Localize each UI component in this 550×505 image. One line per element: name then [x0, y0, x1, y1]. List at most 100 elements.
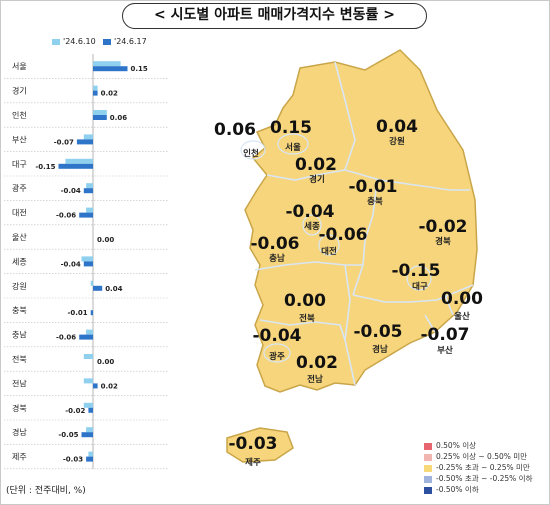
bar-prev-week [83, 402, 93, 408]
border-jeonbuk-gyeongnam [344, 264, 351, 341]
border-ulsan [444, 294, 454, 316]
data-label: 0.06 [110, 114, 127, 122]
map-value-label: -0.01 [349, 177, 398, 197]
category-label: 전북 [12, 354, 27, 364]
bar-current-week [90, 310, 93, 316]
map-region-label: 경기 [309, 174, 325, 185]
bar-prev-week [86, 329, 93, 335]
border-busan [424, 314, 436, 333]
boundary-daejeon [318, 234, 340, 256]
category-label: 서울 [12, 62, 27, 71]
bar-prev-week [93, 110, 107, 115]
data-label: 0.02 [101, 90, 118, 98]
legend-label-curr: '24.6.17 [114, 37, 147, 46]
map-region-label: 경북 [435, 236, 451, 247]
map-value-label: -0.04 [286, 202, 335, 222]
bar-current-week [93, 115, 107, 120]
category-label: 대구 [12, 160, 27, 169]
boundary-incheon [240, 140, 266, 160]
border-gangwon-south [344, 169, 470, 191]
map-value-label: -0.04 [253, 326, 302, 346]
map-legend-label-1: 0.50% 이상 [436, 441, 477, 450]
bar-current-week [93, 90, 98, 96]
bar-prev-week [83, 378, 93, 384]
map-region-label: 부산 [437, 345, 453, 356]
map-region-label: 전남 [307, 374, 323, 385]
data-label: 0.00 [97, 358, 114, 366]
bar-prev-week [86, 427, 93, 433]
category-label: 인천 [12, 110, 27, 120]
bar-current-week [58, 163, 93, 169]
border-gyeonggi-gangwon [334, 61, 356, 171]
data-label: -0.02 [65, 407, 85, 415]
bar-current-week [79, 212, 93, 218]
bar-prev-week [93, 61, 121, 67]
border-jeonbuk-jeonnam [259, 319, 346, 341]
boundary-daegu [406, 265, 432, 291]
map-value-label: -0.02 [419, 217, 468, 237]
category-label: 광주 [12, 183, 27, 193]
bar-current-week [88, 407, 93, 413]
category-label: 세종 [12, 257, 27, 266]
category-label: 대전 [12, 208, 27, 218]
map-legend-row-5: -0.50% 이하 [424, 484, 532, 495]
data-label: -0.07 [54, 138, 74, 146]
map-region-label: 광주 [269, 351, 285, 362]
data-label: 0.00 [97, 236, 114, 244]
map-region-label: 충남 [269, 253, 285, 264]
data-label: 0.15 [131, 65, 148, 73]
category-label: 충북 [12, 306, 27, 315]
map-value-label: 0.00 [441, 289, 483, 309]
border-gyeonggi-south [266, 169, 346, 181]
boundary-seoul [277, 133, 309, 155]
map-legend-swatch-5 [424, 486, 432, 494]
bar-prev-week [90, 280, 93, 286]
bar-current-week [86, 456, 93, 462]
map-region-label: 경남 [372, 344, 388, 355]
map-legend-row-1: 0.50% 이상 [424, 440, 532, 451]
bar-current-week [93, 383, 98, 389]
unit-note: (단위 : 전주대비, %) [6, 486, 86, 496]
bar-prev-week [86, 183, 93, 189]
map-legend-row-3: -0.25% 초과 ~ 0.25% 미만 [424, 462, 532, 473]
map-region-label: 울산 [454, 311, 470, 322]
data-label: -0.06 [56, 212, 76, 220]
map-legend-swatch-1 [424, 442, 432, 450]
category-label: 부산 [12, 134, 27, 144]
map-value-label: 0.00 [284, 291, 326, 311]
map-legend-label-2: 0.25% 이상 ~ 0.50% 미만 [436, 452, 528, 461]
map-region-label: 충북 [367, 196, 383, 207]
bar-chart: 서울 0.15 경기 0.02 인천 0.06 부산 -0.07 대구 -0.15 광주 -0.04 대… [4, 54, 168, 470]
map-value-label: -0.05 [354, 322, 403, 342]
border-chungbuk-gyeongbuk [352, 179, 378, 296]
map-mainland [244, 49, 478, 393]
map-legend: 0.50% 이상 0.25% 이상 ~ 0.50% 미만 -0.25% 초과 ~… [424, 440, 532, 495]
map-region-label: 전북 [299, 313, 315, 324]
bar-prev-week [83, 134, 93, 140]
map-region-label: 대전 [321, 246, 337, 257]
data-label: -0.06 [56, 334, 76, 342]
map-borders [254, 61, 474, 386]
map-city-boundaries [240, 133, 432, 363]
bar-current-week [93, 285, 103, 291]
category-label: 울산 [12, 232, 27, 242]
data-label: -0.04 [61, 187, 81, 195]
map-value-label: 0.04 [376, 117, 418, 137]
category-label: 경남 [12, 427, 27, 437]
map-legend-label-5: -0.50% 이하 [436, 485, 479, 494]
map-region-label: 인천 [243, 148, 259, 159]
map-value-label: -0.07 [421, 325, 470, 345]
legend-item-curr: '24.6.17 [103, 37, 147, 46]
category-label: 경북 [12, 403, 27, 413]
map-value-label: 0.02 [296, 353, 338, 373]
map-legend-label-3: -0.25% 초과 ~ 0.25% 미만 [436, 463, 530, 472]
map-value-label: 0.02 [295, 155, 337, 175]
data-label: -0.15 [35, 163, 55, 171]
map-legend-row-4: -0.50% 초과 ~ -0.25% 이하 [424, 473, 532, 484]
bar-prev-week [81, 256, 93, 262]
map-region-label: 세종 [304, 221, 320, 232]
border-gyeongbuk-gyeongnam [352, 284, 474, 303]
bar-current-week [83, 188, 93, 194]
legend-label-prev: '24.6.10 [63, 37, 96, 46]
